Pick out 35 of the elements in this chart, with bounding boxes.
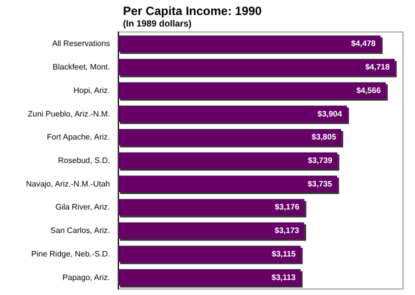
y-tick-label: Pine Ridge, Neb.-S.D. [31,249,110,258]
data-label: $3,739 [308,156,333,165]
y-tick-label: All Reservations [52,39,110,48]
y-tick-label: Gila River, Ariz. [55,202,110,212]
bar [118,152,338,169]
y-tick-label: Papago, Ariz. [62,272,110,282]
y-tick-label: Navajo, Ariz.-N.M.-Utah [26,179,110,188]
data-label: $3,904 [317,109,343,118]
bar [118,82,386,99]
bar [118,106,347,122]
bar [118,222,304,239]
bar [118,36,381,52]
bar [118,176,338,192]
y-tick-label: Zuni Pueblo, Ariz.-N.M. [28,109,110,118]
data-label: $3,115 [272,249,296,258]
y-tick-label: Rosebud, S.D. [58,156,110,165]
data-label: $3,735 [308,179,333,188]
y-tick-label: Blackfeet, Mont. [52,62,110,72]
bar [118,128,342,146]
y-tick-label: San Carlos, Ariz. [50,226,110,236]
data-label: $3,805 [312,132,337,142]
bar [118,58,395,76]
y-tick-label: Hopi, Ariz. [74,86,110,95]
bar [118,246,301,262]
data-label: $4,718 [365,62,390,72]
data-label: $3,113 [272,272,296,282]
bar [118,199,304,216]
data-label: $3,176 [274,202,300,212]
chart-subtitle: (In 1989 dollars) [123,18,192,28]
data-label: $4,566 [356,86,382,95]
chart-title: Per Capita Income: 1990 [123,4,262,18]
bar [118,269,301,286]
y-tick-label: Fort Apache, Ariz. [46,132,110,142]
data-label: $4,478 [351,39,376,48]
data-label: $3,173 [274,226,300,236]
